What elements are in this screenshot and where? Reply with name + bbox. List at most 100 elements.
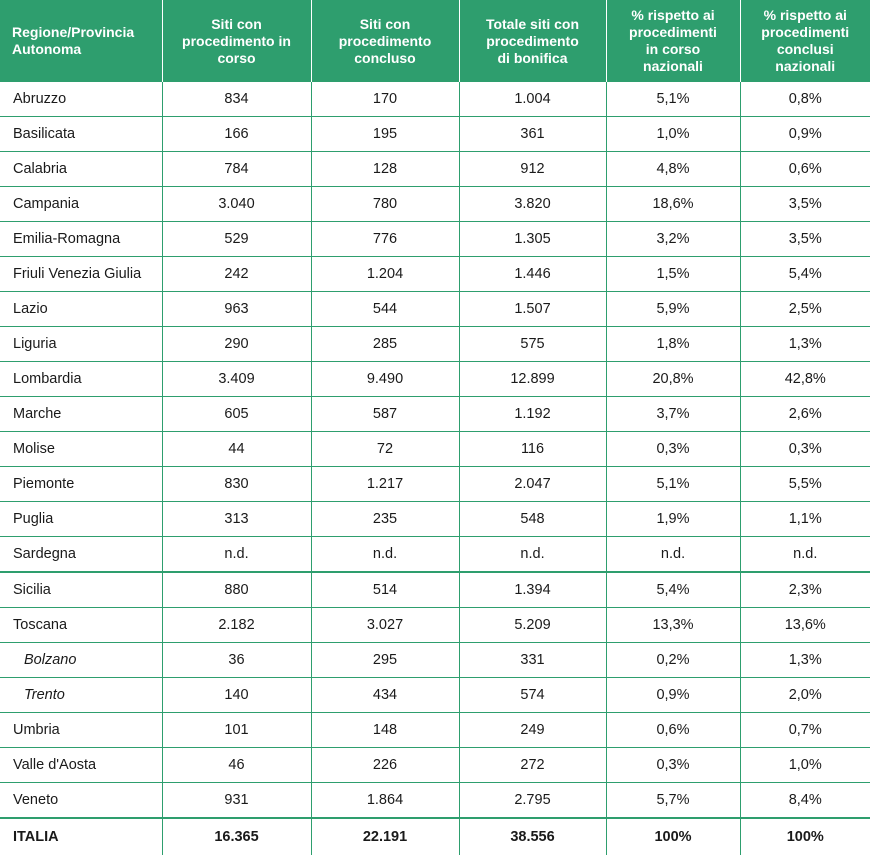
- in-corso-cell: 830: [161, 466, 311, 502]
- region-cell: Umbria: [0, 712, 162, 748]
- table-row: Lazio 963 544 1.507 5,9% 2,5%: [0, 291, 870, 327]
- pct-in-corso-cell: 13,3%: [605, 607, 740, 643]
- pct-in-corso-cell: 4,8%: [605, 151, 740, 187]
- totale-cell: 116: [458, 431, 606, 467]
- region-cell: Marche: [0, 396, 162, 432]
- in-corso-cell: 36: [161, 642, 311, 678]
- header-region: Regione/Provincia Autonoma: [0, 0, 162, 82]
- table-row: Calabria 784 128 912 4,8% 0,6%: [0, 151, 870, 187]
- pct-conclusi-cell: 0,8%: [739, 82, 870, 117]
- totale-cell: 575: [458, 326, 606, 362]
- header-text-line: procedimento in: [182, 32, 291, 49]
- region-cell: Bolzano: [0, 642, 162, 678]
- region-cell: Veneto: [0, 782, 162, 819]
- region-cell: Valle d'Aosta: [0, 747, 162, 783]
- concluso-cell: 776: [310, 221, 459, 257]
- pct-in-corso-cell: n.d.: [605, 536, 740, 573]
- concluso-cell: 170: [310, 82, 459, 117]
- table-row: Liguria 290 285 575 1,8% 1,3%: [0, 326, 870, 362]
- in-corso-cell: 3.409: [161, 361, 311, 397]
- totale-cell: 1.004: [458, 82, 606, 117]
- total-in-corso-cell: 16.365: [161, 817, 311, 855]
- in-corso-cell: 140: [161, 677, 311, 713]
- region-cell: Sicilia: [0, 572, 162, 608]
- totale-cell: 1.192: [458, 396, 606, 432]
- header-text-line: concluso: [354, 49, 416, 66]
- table-row: Lombardia 3.409 9.490 12.899 20,8% 42,8%: [0, 361, 870, 397]
- concluso-cell: 544: [310, 291, 459, 327]
- pct-conclusi-cell: 3,5%: [739, 186, 870, 222]
- region-cell: Lazio: [0, 291, 162, 327]
- total-pct-in-corso-cell: 100%: [605, 817, 740, 855]
- pct-conclusi-cell: 1,0%: [739, 747, 870, 783]
- table-row: Campania 3.040 780 3.820 18,6% 3,5%: [0, 186, 870, 222]
- pct-in-corso-cell: 5,1%: [605, 466, 740, 502]
- table-body: Abruzzo 834 170 1.004 5,1% 0,8% Basilicata 166 1…: [0, 82, 870, 855]
- pct-in-corso-cell: 1,9%: [605, 501, 740, 537]
- header-in-corso: Siti con procedimento in corso: [161, 0, 311, 82]
- region-cell: Piemonte: [0, 466, 162, 502]
- totale-cell: 361: [458, 116, 606, 152]
- totale-cell: 912: [458, 151, 606, 187]
- pct-conclusi-cell: 13,6%: [739, 607, 870, 643]
- region-cell: Friuli Venezia Giulia: [0, 256, 162, 292]
- in-corso-cell: 46: [161, 747, 311, 783]
- pct-in-corso-cell: 1,8%: [605, 326, 740, 362]
- concluso-cell: 285: [310, 326, 459, 362]
- region-cell: Emilia-Romagna: [0, 221, 162, 257]
- pct-in-corso-cell: 1,0%: [605, 116, 740, 152]
- pct-conclusi-cell: 3,5%: [739, 221, 870, 257]
- header-row: Regione/Provincia Autonoma Siti con procedi…: [0, 0, 870, 82]
- pct-in-corso-cell: 0,6%: [605, 712, 740, 748]
- totale-cell: 1.446: [458, 256, 606, 292]
- region-cell: Trento: [0, 677, 162, 713]
- totale-cell: 12.899: [458, 361, 606, 397]
- header-text-line: Siti con: [211, 15, 262, 32]
- pct-in-corso-cell: 5,4%: [605, 572, 740, 608]
- total-totale-cell: 38.556: [458, 817, 606, 855]
- table-row: Abruzzo 834 170 1.004 5,1% 0,8%: [0, 82, 870, 117]
- concluso-cell: 226: [310, 747, 459, 783]
- header-totale: Totale siti con procedimento di bonifica: [458, 0, 606, 82]
- in-corso-cell: 784: [161, 151, 311, 187]
- concluso-cell: 295: [310, 642, 459, 678]
- concluso-cell: 128: [310, 151, 459, 187]
- concluso-cell: 1.217: [310, 466, 459, 502]
- pct-in-corso-cell: 3,7%: [605, 396, 740, 432]
- table-row: Trento 140 434 574 0,9% 2,0%: [0, 677, 870, 713]
- header-text-line: in corso: [645, 41, 701, 57]
- header-text-line: procedimento: [338, 32, 432, 49]
- header-text-line: corso: [217, 49, 256, 66]
- in-corso-cell: 931: [161, 782, 311, 819]
- pct-conclusi-cell: 0,3%: [739, 431, 870, 467]
- totale-cell: 1.507: [458, 291, 606, 327]
- pct-in-corso-cell: 0,2%: [605, 642, 740, 678]
- header-pct-conclusi: % rispetto ai procedimenti conclusi naziona…: [739, 0, 870, 82]
- header-text-line: di bonifica: [497, 49, 568, 66]
- in-corso-cell: 242: [161, 256, 311, 292]
- pct-in-corso-cell: 20,8%: [605, 361, 740, 397]
- in-corso-cell: 3.040: [161, 186, 311, 222]
- table-row: Umbria 101 148 249 0,6% 0,7%: [0, 712, 870, 748]
- table-row: Toscana 2.182 3.027 5.209 13,3% 13,6%: [0, 607, 870, 643]
- totale-cell: 2.047: [458, 466, 606, 502]
- pct-conclusi-cell: 2,0%: [739, 677, 870, 713]
- pct-conclusi-cell: 5,4%: [739, 256, 870, 292]
- region-cell: Abruzzo: [0, 82, 162, 117]
- total-region-cell: ITALIA: [0, 817, 162, 855]
- pct-in-corso-cell: 5,9%: [605, 291, 740, 327]
- concluso-cell: 9.490: [310, 361, 459, 397]
- in-corso-cell: 44: [161, 431, 311, 467]
- pct-conclusi-cell: 1,3%: [739, 326, 870, 362]
- totale-cell: 331: [458, 642, 606, 678]
- totale-cell: 2.795: [458, 782, 606, 819]
- table-row: Bolzano 36 295 331 0,2% 1,3%: [0, 642, 870, 678]
- in-corso-cell: 605: [161, 396, 311, 432]
- header-concluso: Siti con procedimento concluso: [310, 0, 459, 82]
- pct-conclusi-cell: 2,6%: [739, 396, 870, 432]
- in-corso-cell: 834: [161, 82, 311, 117]
- header-pct-in-corso: % rispetto ai procedimenti in corso naziona…: [605, 0, 740, 82]
- region-cell: Campania: [0, 186, 162, 222]
- table-row: Marche 605 587 1.192 3,7% 2,6%: [0, 396, 870, 432]
